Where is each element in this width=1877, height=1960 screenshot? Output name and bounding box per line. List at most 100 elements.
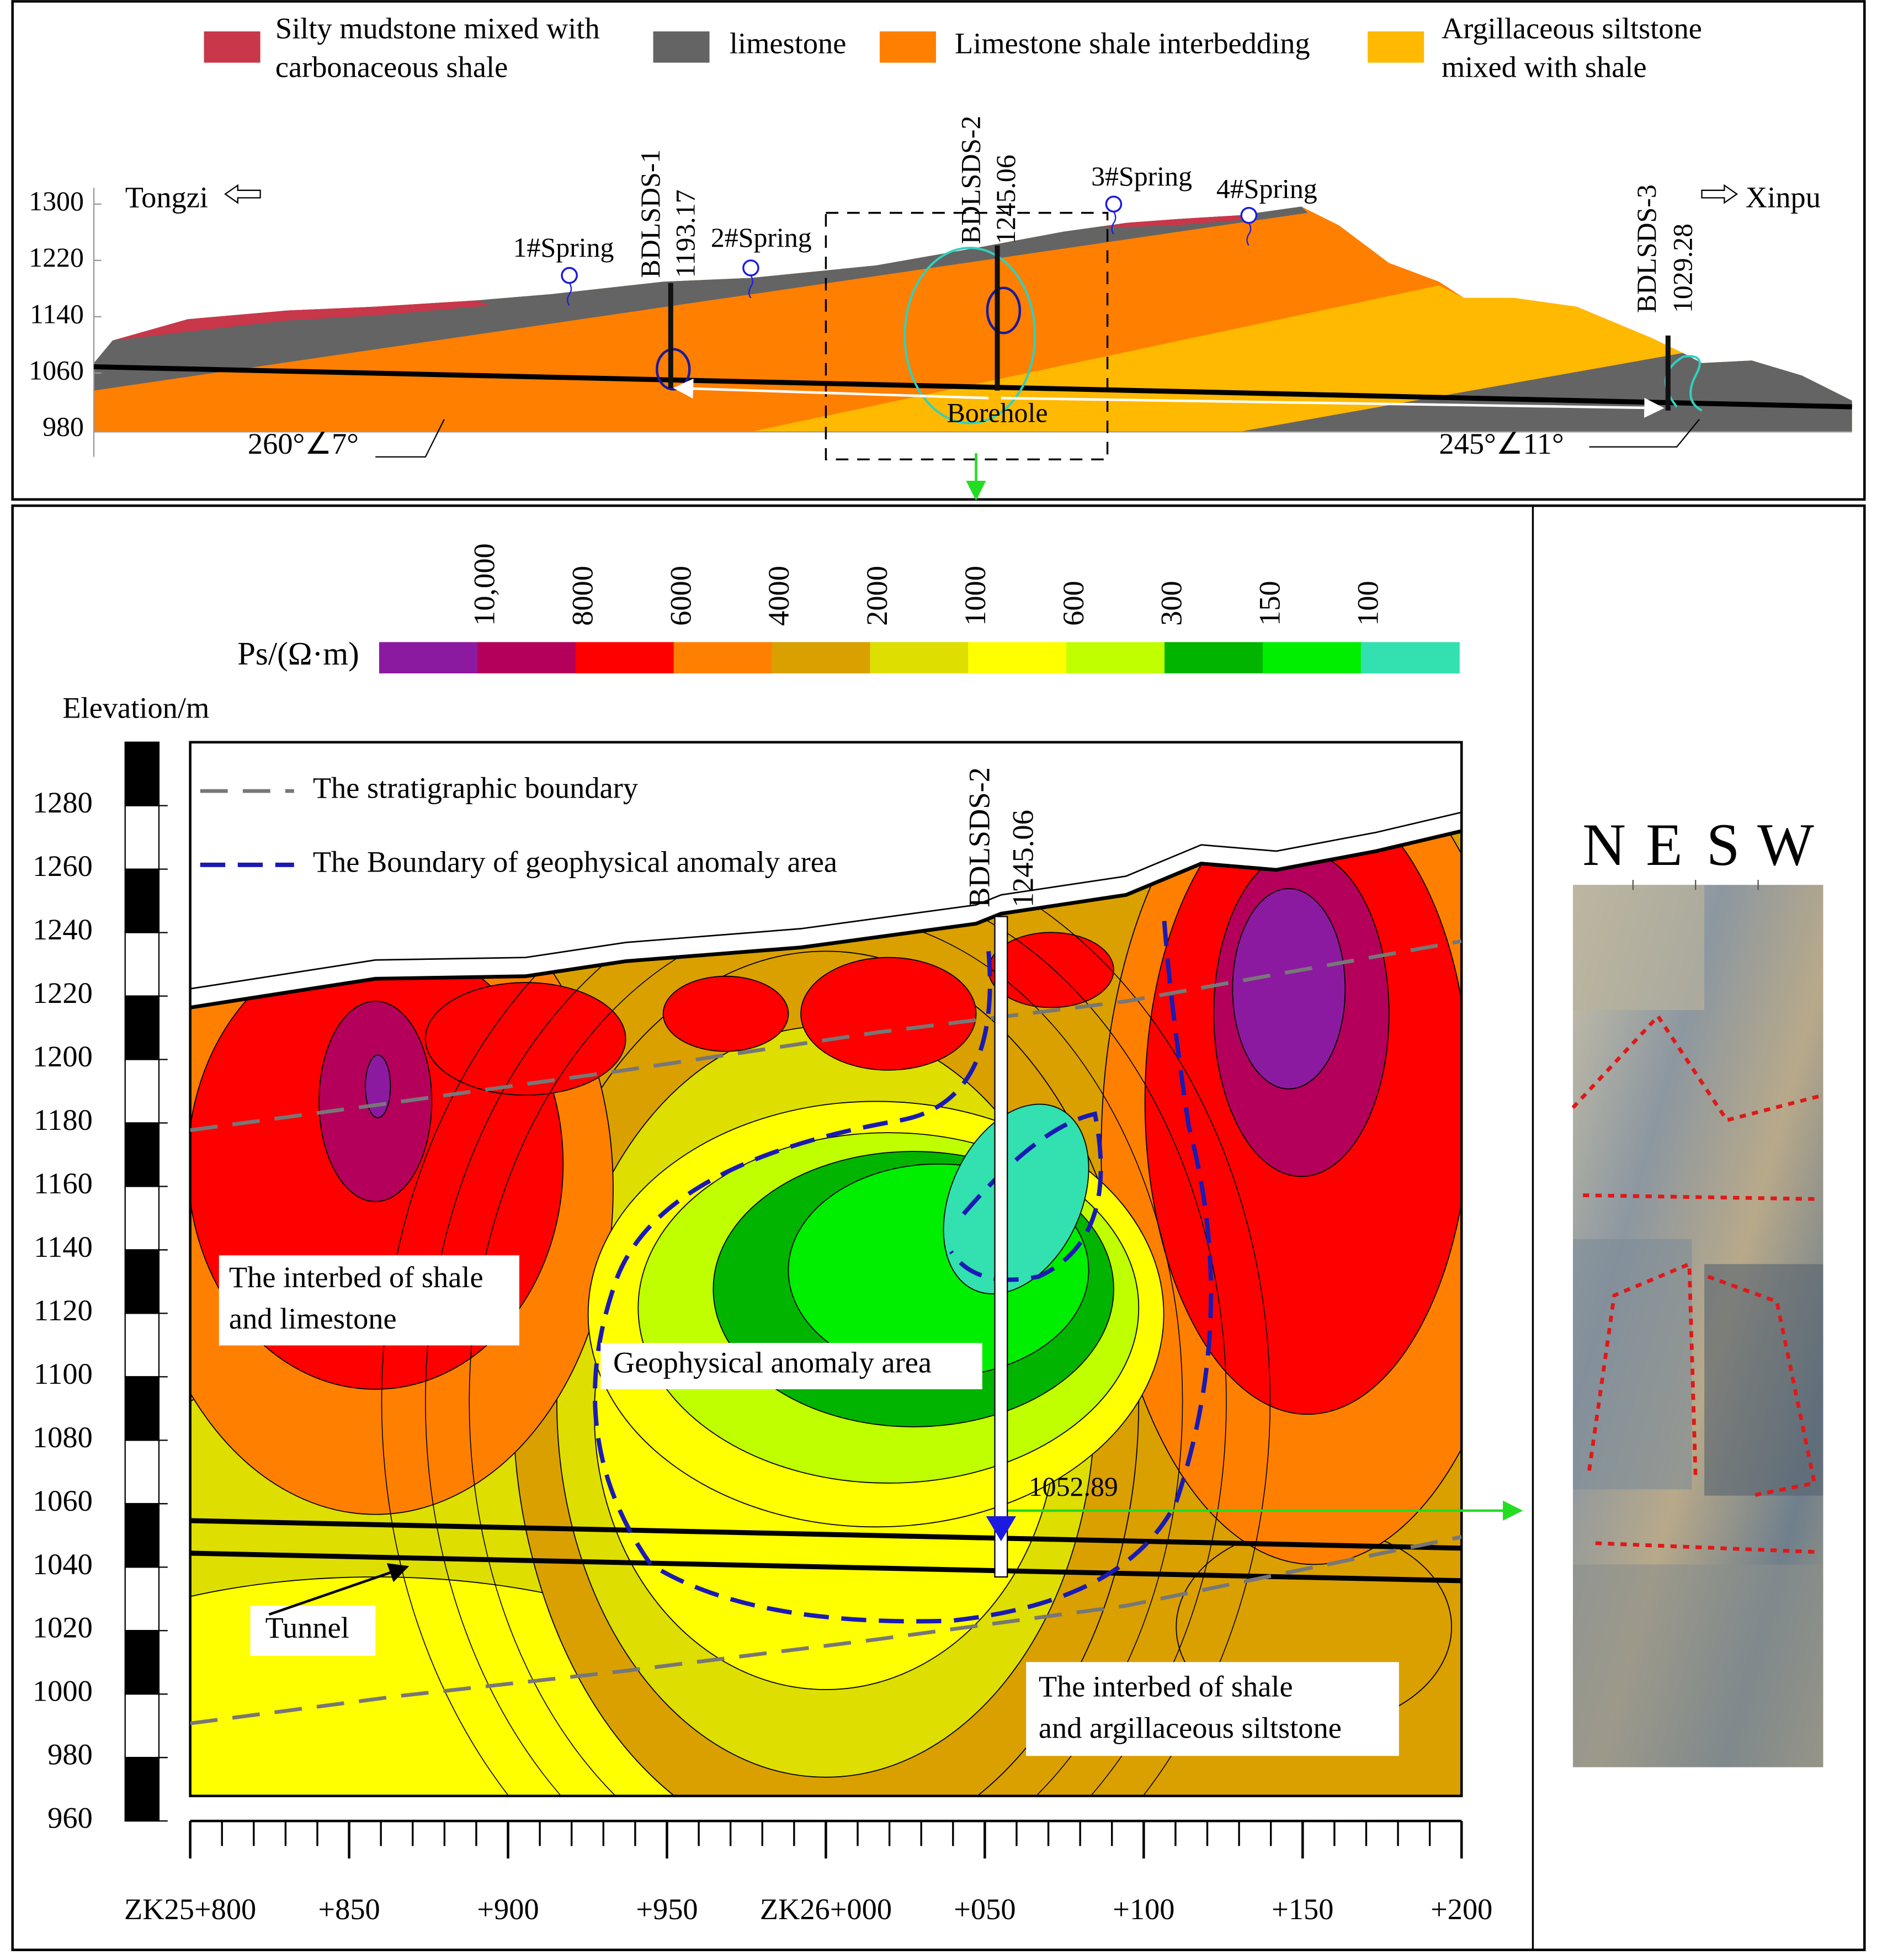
tunnel-line <box>190 1518 1462 1551</box>
direction-arrow <box>1701 184 1738 204</box>
core-photo <box>1571 885 1824 1767</box>
contour-band <box>800 957 977 1071</box>
annotation: The interbed of shale <box>229 1261 483 1294</box>
scale-segment <box>124 1757 160 1822</box>
anomaly-outline <box>986 286 1022 334</box>
scale-segment <box>124 1566 160 1632</box>
borehole-elevation: 1245.06 <box>1007 810 1040 907</box>
contour-band <box>365 1054 391 1118</box>
legend-label: mixed with shale <box>1442 51 1647 84</box>
x-tick-label: ZK25+800 <box>124 1893 256 1926</box>
y-tick-label: 1140 <box>34 1230 93 1263</box>
stratum <box>751 285 1683 432</box>
colorbar-label: 10,000 <box>468 543 501 626</box>
rect <box>1573 885 1705 1010</box>
water-level-label: 1052.89 <box>1029 1472 1118 1502</box>
colorbar-swatch <box>1262 642 1362 674</box>
y-tick-label: 1140 <box>30 299 84 329</box>
compass-label: E <box>1646 811 1682 878</box>
g <box>1571 1013 1824 1554</box>
compass-label: N <box>1582 811 1626 878</box>
tunnel-line <box>93 364 1852 410</box>
colorbar-swatch <box>673 642 773 674</box>
colorbar-swatch <box>379 642 478 674</box>
line <box>1583 1193 1815 1201</box>
stratum <box>1101 215 1252 228</box>
y-tick-label: 1060 <box>33 1484 93 1517</box>
y-axis-title: Elevation/m <box>62 692 209 725</box>
colorbar-swatch <box>772 642 871 674</box>
borehole-elevation: 1245.06 <box>991 155 1021 244</box>
colorbar-label: 150 <box>1253 581 1286 626</box>
spring-icon <box>1111 211 1116 235</box>
x-tick-label: +950 <box>636 1893 698 1926</box>
colorbar-swatch <box>1066 642 1166 674</box>
top-frame <box>11 0 1866 501</box>
colorbar-swatch <box>1165 642 1264 674</box>
legend-swatch <box>653 31 710 63</box>
colorbar-label: 600 <box>1057 581 1090 626</box>
overlays <box>190 913 1462 1725</box>
y-tick-label: 1060 <box>29 355 84 385</box>
colorbar-swatch <box>870 642 969 674</box>
legend-swatch <box>879 31 936 63</box>
contour-band <box>424 982 626 1096</box>
y-tick-label: 1160 <box>34 1167 93 1200</box>
stratum <box>94 206 1308 391</box>
y-tick-label: 1040 <box>33 1548 93 1581</box>
annotation: Geophysical anomaly area <box>613 1346 932 1379</box>
stratum <box>113 300 491 341</box>
x-tick-label: ZK26+000 <box>760 1893 892 1926</box>
label-box <box>219 1255 519 1346</box>
colorbar-label: 8000 <box>566 566 599 626</box>
scale-segment <box>124 1630 160 1695</box>
y-tick-label: 980 <box>47 1738 93 1771</box>
scale-segment <box>124 1122 160 1187</box>
colorbar-swatch <box>968 642 1067 674</box>
scale-segment <box>124 932 160 997</box>
borehole-elevation: 1029.28 <box>1668 224 1698 313</box>
legend-label: Limestone shale interbedding <box>955 27 1310 60</box>
borehole <box>994 916 1008 1578</box>
tunnel-line <box>190 1550 1462 1584</box>
legend-swatch <box>204 31 260 63</box>
colorbar-label: 100 <box>1351 581 1384 626</box>
colorbar-label: 4000 <box>762 566 795 626</box>
y-tick-label: 1300 <box>29 186 84 216</box>
label-box <box>600 1343 982 1389</box>
label-box <box>1026 1662 1399 1756</box>
direction-arrow <box>224 184 261 204</box>
y-tick-label: 1200 <box>33 1040 93 1073</box>
spring-icon <box>1105 195 1123 213</box>
rect <box>1704 1264 1823 1496</box>
annotation: Tunnel <box>265 1611 349 1644</box>
focus-box <box>825 211 1109 460</box>
y-tick-label: 1240 <box>33 913 93 946</box>
annotation: and argillaceous siltstone <box>1039 1711 1342 1744</box>
x-tick-label: +150 <box>1272 1893 1333 1926</box>
y-tick-label: 1220 <box>29 242 84 273</box>
colorbar-swatch <box>477 642 576 674</box>
arrow <box>673 378 989 400</box>
y-tick-label: 960 <box>47 1802 93 1835</box>
above-surface <box>190 742 1462 1008</box>
stratigraphic-boundary <box>190 939 1462 1132</box>
scale-segment <box>124 995 160 1060</box>
spring-label: 2#Spring <box>711 222 812 253</box>
compass-label: S <box>1706 811 1740 878</box>
legend-label: limestone <box>730 27 847 60</box>
scale-segment <box>124 1693 160 1759</box>
scale-segment <box>124 1249 160 1314</box>
spring-label: 1#Spring <box>513 232 614 263</box>
colorbar-swatch <box>1360 642 1460 674</box>
stratigraphic-boundary <box>190 1535 1462 1725</box>
rect <box>1573 1239 1692 1490</box>
legend-swatch <box>1368 31 1424 63</box>
scale-segment <box>124 1313 160 1378</box>
annotation: The interbed of shale <box>1039 1670 1293 1703</box>
stratum <box>1238 353 1852 432</box>
colorbar-label: 6000 <box>664 566 697 626</box>
y-tick-label: 1000 <box>33 1675 93 1708</box>
scale-segment <box>124 868 160 933</box>
anomaly-outline <box>903 247 1036 424</box>
